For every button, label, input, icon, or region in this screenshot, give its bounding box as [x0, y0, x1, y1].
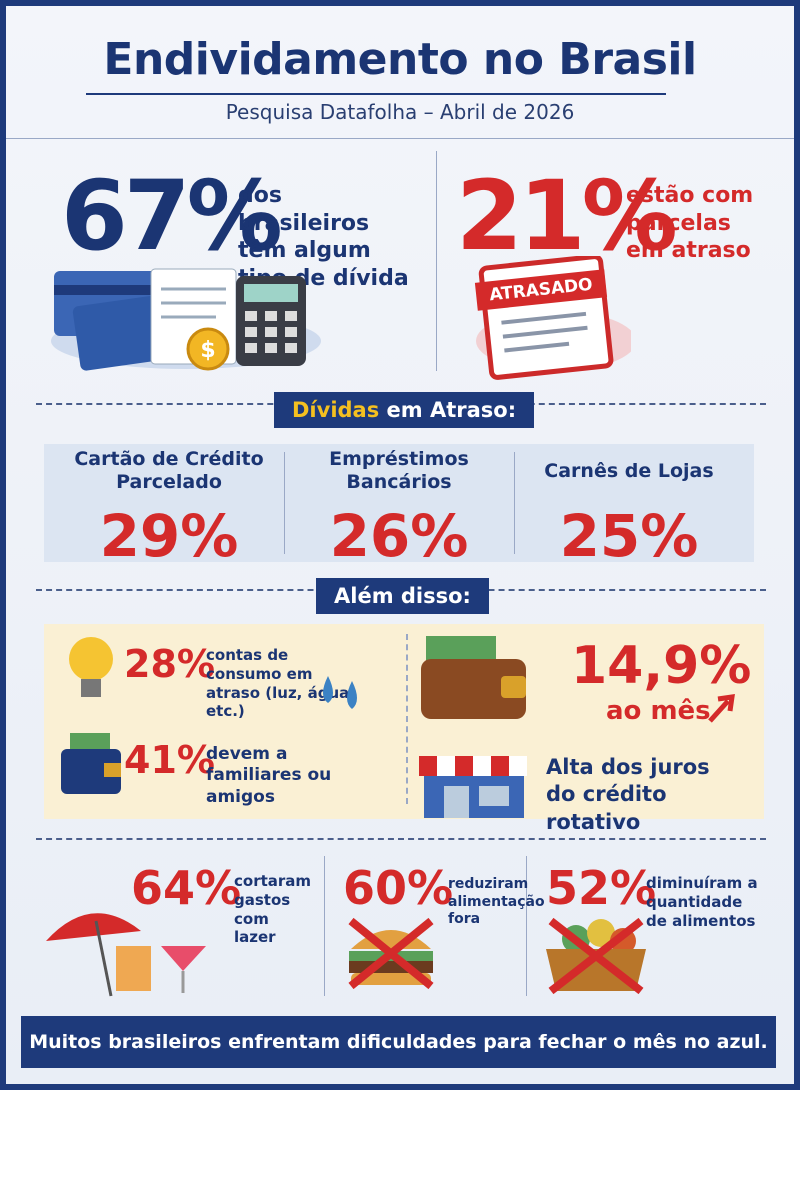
overdue-label: Carnês de Lojas: [544, 459, 714, 482]
basket-icon: [546, 917, 646, 995]
divider: [284, 452, 285, 554]
wallet-money-icon: [421, 636, 526, 719]
overdue-value: 25%: [559, 502, 699, 570]
more-value: 41%: [124, 738, 215, 782]
cut-text: reduziram alimentação fora: [448, 876, 545, 927]
overdue-label: Cartão de Crédito Parcelado: [74, 448, 264, 493]
highlight-text: estão com parcelas em atraso: [626, 183, 754, 263]
drops-icon: [323, 676, 357, 709]
cut-value: 52%: [546, 861, 657, 915]
store-icon: [419, 756, 527, 818]
rate-value: 14,9%: [571, 636, 752, 696]
panel: [44, 624, 764, 819]
overdue-item: Cartão de Crédito Parcelado 29%: [54, 446, 284, 570]
infographic: Endividamento no Brasil Pesquisa Datafol…: [0, 0, 800, 1090]
title-underline: [86, 93, 666, 95]
divider: [514, 452, 515, 554]
panel: [44, 444, 754, 562]
divider: [406, 634, 409, 804]
arrow-up-icon: [708, 694, 735, 723]
title: Endividamento no Brasil: [103, 34, 697, 85]
section-title-rest: em Atraso:: [386, 398, 517, 422]
more-text: devem a familiares ou amigos: [206, 744, 332, 807]
cut-value: 60%: [343, 861, 454, 915]
rate-unit: ao mês: [606, 696, 711, 726]
subtitle: Pesquisa Datafolha – Abril de 2026: [225, 100, 575, 124]
divider: [526, 856, 527, 996]
wallet-icon: [61, 733, 121, 794]
section-title: Dívidas em Atraso:: [274, 392, 535, 428]
rate-text: Alta dos juros do crédito rotativo: [546, 755, 710, 834]
more-value: 28%: [124, 642, 215, 686]
money-icons: $: [51, 268, 321, 371]
divider: [36, 838, 766, 840]
cut-text: cortaram gastos com lazer: [234, 872, 312, 947]
overdue-value: 26%: [329, 502, 469, 570]
svg-text:$: $: [200, 338, 215, 363]
overdue-value: 29%: [99, 502, 239, 570]
section-title: Além disso:: [316, 578, 489, 614]
overdue-item: Empréstimos Bancários 26%: [284, 446, 514, 570]
highlight-value: 21%: [456, 160, 678, 272]
divider: [436, 151, 437, 371]
overdue-item: Carnês de Lojas 25%: [514, 446, 744, 570]
leisure-icon: [46, 913, 206, 997]
cut-text: diminuíram a quantidade de alimentos: [646, 874, 758, 930]
cut-value: 64%: [131, 861, 242, 915]
highlight-value: 67%: [61, 160, 283, 272]
section-title-highlight: Dívidas: [292, 398, 380, 422]
bulb-icon: [69, 637, 113, 697]
divider: [324, 856, 325, 996]
footer: Muitos brasileiros enfrentam dificuldade…: [21, 1016, 776, 1068]
more-text: contas de consumo em atraso (luz, água, …: [206, 646, 355, 721]
divider: [6, 138, 794, 139]
overdue-label: Empréstimos Bancários: [329, 448, 469, 493]
burger-icon: [348, 917, 434, 990]
